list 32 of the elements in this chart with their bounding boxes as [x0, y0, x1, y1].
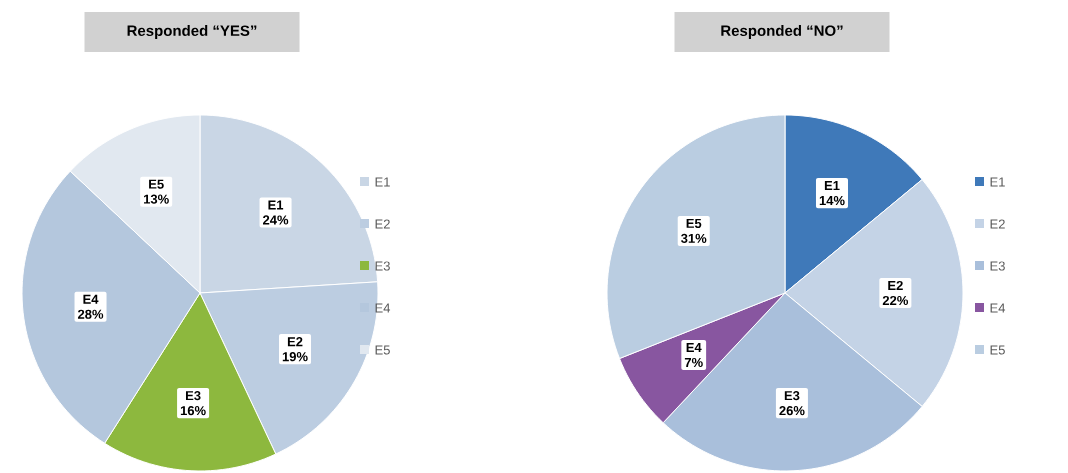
slice-label: E1: [268, 200, 284, 210]
data-label: 28%: [77, 309, 104, 319]
slice-label: E4: [83, 294, 99, 304]
legend-label: E1: [990, 177, 1005, 187]
slice-label: E2: [287, 337, 303, 347]
slice-label: E3: [784, 391, 800, 401]
data-label: 13%: [143, 194, 169, 204]
slice-label: E1: [824, 181, 840, 191]
slice-label: E5: [149, 179, 164, 189]
data-label: 19%: [282, 352, 308, 362]
legend-label: E4: [375, 303, 391, 313]
legend-label: E2: [375, 219, 390, 229]
chart-title: Responded “NO”: [721, 25, 843, 39]
legend-label: E4: [990, 303, 1006, 313]
legend-label: E3: [375, 261, 390, 271]
data-label: 26%: [779, 406, 805, 416]
slice-label: E3: [186, 391, 201, 401]
legend-label: E5: [990, 345, 1005, 355]
data-label: 31%: [681, 233, 707, 243]
legend-label: E3: [990, 261, 1005, 271]
legend-label: E2: [990, 219, 1005, 229]
legend-label: E5: [375, 345, 390, 355]
slice-label: E4: [686, 343, 702, 352]
data-label: 14%: [819, 196, 845, 206]
data-label: 22%: [882, 295, 909, 306]
slice-label: E5: [686, 218, 702, 228]
data-label: 24%: [263, 215, 289, 225]
data-label: 7%: [684, 357, 703, 368]
legend-label: E1: [375, 177, 390, 187]
slice-label: E2: [888, 280, 903, 290]
data-label: 16%: [180, 406, 206, 416]
chart-title: Responded “YES”: [127, 25, 257, 39]
